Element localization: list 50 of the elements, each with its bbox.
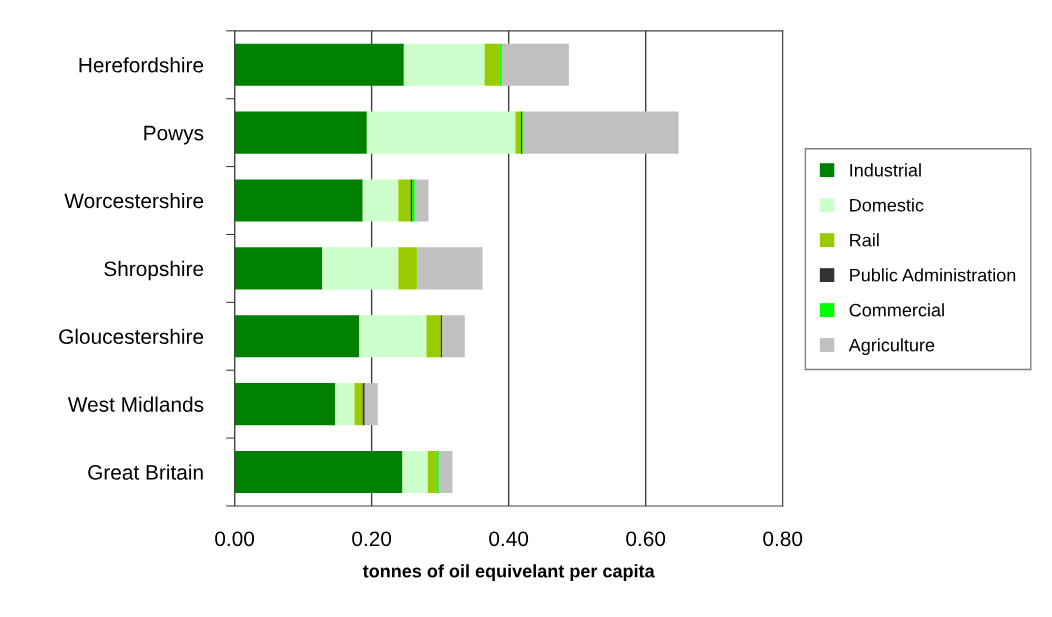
bar: [234, 247, 323, 290]
legend-label: Domestic: [850, 198, 924, 212]
y-tick-label: Powys: [144, 125, 204, 145]
legend-label: Rail: [850, 233, 879, 247]
y-tick-label: Worcestershire: [64, 192, 204, 209]
bar: [234, 383, 336, 426]
y-tick-label: West Midlands: [67, 396, 204, 412]
y-tick-label: Great Britain: [88, 464, 203, 480]
x-tick-label: 0.60: [626, 531, 666, 547]
bar: [354, 383, 363, 426]
bar: [414, 179, 429, 222]
x-tick-label: 0.80: [763, 531, 803, 547]
bar: [402, 450, 428, 494]
legend-label: Commercial: [849, 303, 944, 317]
x-tick-label: 0.20: [352, 531, 392, 547]
bar: [442, 315, 465, 358]
legend-label: Industrial: [850, 163, 921, 177]
bar: [335, 383, 355, 426]
legend-label: Public Administration: [850, 268, 1016, 282]
y-tick-label: Gloucestershire: [59, 328, 204, 345]
bar: [499, 43, 502, 86]
y-tick-label: Herefordshire: [79, 57, 204, 73]
bar: [234, 43, 404, 86]
bar: [398, 179, 411, 222]
bar: [362, 383, 365, 426]
bar: [484, 43, 500, 86]
bar: [501, 43, 569, 86]
bar: [436, 450, 439, 494]
bar: [366, 111, 516, 154]
x-tick-label: 0.00: [215, 531, 255, 547]
bar: [234, 111, 367, 154]
bar: [426, 315, 441, 358]
bar: [515, 111, 521, 154]
bar: [523, 111, 679, 154]
bar: [398, 247, 417, 290]
x-tick-label: 0.40: [489, 531, 529, 547]
bar: [359, 315, 427, 358]
bar: [438, 450, 453, 494]
bar: [234, 179, 363, 222]
bar: [362, 179, 399, 222]
bar: [234, 315, 360, 358]
bar: [364, 383, 378, 426]
bar: [322, 247, 399, 290]
y-tick-label: Shropshire: [104, 260, 204, 281]
bar: [427, 450, 437, 494]
bar: [234, 450, 403, 494]
bar: [417, 247, 483, 290]
legend-label: Agriculture: [848, 338, 935, 356]
bar: [403, 43, 485, 86]
x-axis-title: tonnes of oil equivelant per capita: [362, 564, 655, 582]
